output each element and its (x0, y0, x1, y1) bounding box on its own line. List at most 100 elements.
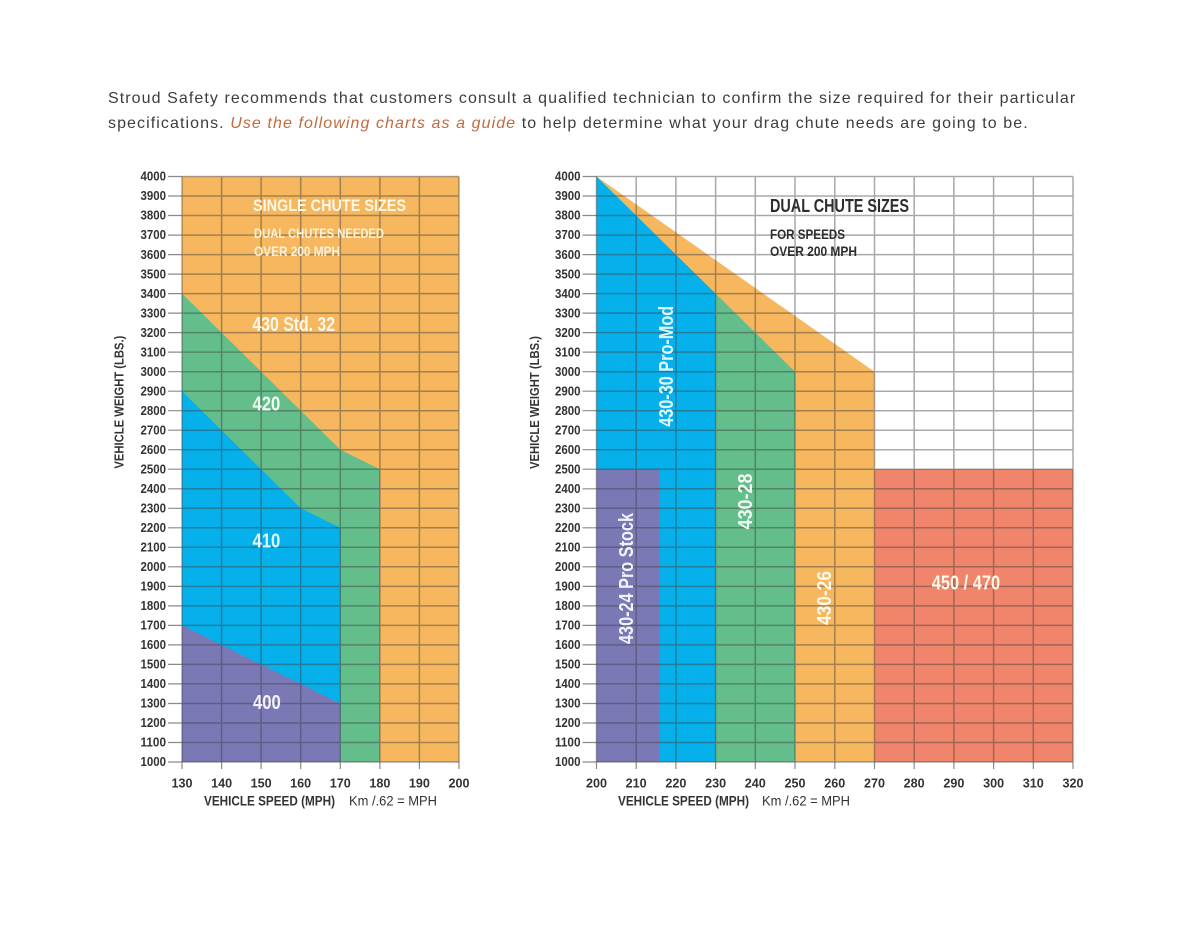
svg-text:2000: 2000 (141, 560, 167, 574)
svg-text:2000: 2000 (555, 560, 581, 574)
svg-text:170: 170 (330, 777, 351, 791)
svg-text:2800: 2800 (555, 404, 581, 418)
svg-text:1000: 1000 (555, 755, 581, 769)
svg-text:3800: 3800 (141, 209, 167, 223)
svg-text:1700: 1700 (141, 619, 167, 633)
svg-text:200: 200 (586, 777, 607, 791)
svg-text:3400: 3400 (141, 287, 167, 301)
svg-text:2200: 2200 (555, 521, 581, 535)
svg-text:1900: 1900 (141, 580, 167, 594)
svg-text:310: 310 (1023, 777, 1044, 791)
svg-text:210: 210 (626, 777, 647, 791)
svg-text:2300: 2300 (555, 502, 581, 516)
svg-text:1300: 1300 (555, 697, 581, 711)
svg-text:2100: 2100 (555, 541, 581, 555)
svg-text:430-26: 430-26 (814, 571, 836, 625)
svg-text:1900: 1900 (555, 580, 581, 594)
svg-text:220: 220 (665, 777, 686, 791)
svg-text:1600: 1600 (141, 638, 167, 652)
svg-text:3600: 3600 (555, 248, 581, 262)
svg-text:SINGLE CHUTE SIZES: SINGLE CHUTE SIZES (253, 196, 406, 215)
svg-text:240: 240 (745, 777, 766, 791)
svg-text:400: 400 (253, 692, 281, 714)
svg-text:290: 290 (943, 777, 964, 791)
svg-text:2500: 2500 (555, 462, 581, 476)
svg-text:2300: 2300 (141, 502, 167, 516)
svg-text:250: 250 (785, 777, 806, 791)
svg-text:2700: 2700 (555, 423, 581, 437)
svg-text:280: 280 (904, 777, 925, 791)
svg-text:180: 180 (369, 777, 390, 791)
svg-text:DUAL CHUTES NEEDED: DUAL CHUTES NEEDED (254, 225, 384, 241)
svg-text:1400: 1400 (141, 677, 167, 691)
svg-text:450 / 470: 450 / 470 (932, 573, 1001, 595)
svg-text:VEHICLE WEIGHT (LBS.): VEHICLE WEIGHT (LBS.) (527, 336, 542, 469)
svg-text:140: 140 (211, 777, 232, 791)
svg-text:VEHICLE SPEED (MPH): VEHICLE SPEED (MPH) (618, 794, 749, 809)
svg-text:2700: 2700 (141, 423, 167, 437)
svg-text:2100: 2100 (141, 541, 167, 555)
svg-text:1500: 1500 (141, 658, 167, 672)
svg-text:2900: 2900 (141, 384, 167, 398)
svg-text:3100: 3100 (555, 345, 581, 359)
svg-text:410: 410 (253, 531, 281, 553)
svg-text:VEHICLE WEIGHT (LBS.): VEHICLE WEIGHT (LBS.) (112, 336, 127, 469)
svg-text:1400: 1400 (555, 677, 581, 691)
svg-text:3800: 3800 (555, 209, 581, 223)
svg-text:FOR SPEEDS: FOR SPEEDS (770, 226, 845, 242)
svg-text:3400: 3400 (555, 287, 581, 301)
svg-text:VEHICLE SPEED (MPH): VEHICLE SPEED (MPH) (204, 794, 335, 809)
svg-text:4000: 4000 (141, 170, 167, 184)
svg-text:430-28: 430-28 (735, 474, 757, 530)
svg-text:3700: 3700 (555, 228, 581, 242)
svg-text:200: 200 (449, 777, 470, 791)
svg-text:1500: 1500 (555, 658, 581, 672)
svg-text:1600: 1600 (555, 638, 581, 652)
svg-text:3900: 3900 (555, 189, 581, 203)
svg-text:3500: 3500 (141, 267, 167, 281)
svg-text:430-24 Pro Stock: 430-24 Pro Stock (616, 512, 638, 644)
svg-text:3600: 3600 (141, 248, 167, 262)
svg-text:2400: 2400 (555, 482, 581, 496)
svg-text:3100: 3100 (141, 345, 167, 359)
svg-text:3700: 3700 (141, 228, 167, 242)
svg-text:1100: 1100 (555, 736, 581, 750)
svg-text:430 Std. 32: 430 Std. 32 (253, 314, 336, 336)
svg-text:1300: 1300 (141, 697, 167, 711)
svg-text:2600: 2600 (141, 443, 167, 457)
svg-text:3900: 3900 (141, 189, 167, 203)
svg-text:150: 150 (251, 777, 272, 791)
svg-text:OVER 200 MPH: OVER 200 MPH (770, 243, 857, 259)
svg-text:3000: 3000 (555, 365, 581, 379)
svg-text:1800: 1800 (141, 599, 167, 613)
svg-text:230: 230 (705, 777, 726, 791)
svg-text:270: 270 (864, 777, 885, 791)
svg-text:1200: 1200 (555, 716, 581, 730)
svg-text:1800: 1800 (555, 599, 581, 613)
svg-text:130: 130 (172, 777, 193, 791)
svg-text:DUAL CHUTE SIZES: DUAL CHUTE SIZES (770, 196, 909, 216)
svg-text:2900: 2900 (555, 384, 581, 398)
svg-text:260: 260 (824, 777, 845, 791)
svg-text:320: 320 (1063, 777, 1084, 791)
svg-text:1000: 1000 (141, 755, 167, 769)
svg-text:2500: 2500 (141, 462, 167, 476)
svg-text:2200: 2200 (141, 521, 167, 535)
svg-text:2800: 2800 (141, 404, 167, 418)
svg-text:3300: 3300 (141, 306, 167, 320)
svg-text:Km /.62 = MPH: Km /.62 = MPH (349, 794, 437, 809)
svg-text:4000: 4000 (555, 170, 581, 184)
svg-text:1700: 1700 (555, 619, 581, 633)
svg-text:420: 420 (253, 394, 281, 416)
svg-text:2400: 2400 (141, 482, 167, 496)
svg-text:3000: 3000 (141, 365, 167, 379)
svg-text:430-30 Pro-Mod: 430-30 Pro-Mod (656, 306, 678, 427)
svg-text:2600: 2600 (555, 443, 581, 457)
svg-text:3500: 3500 (555, 267, 581, 281)
svg-text:3200: 3200 (141, 326, 167, 340)
svg-text:190: 190 (409, 777, 430, 791)
svg-text:OVER 200 MPH: OVER 200 MPH (254, 243, 340, 259)
svg-text:300: 300 (983, 777, 1004, 791)
svg-text:3200: 3200 (555, 326, 581, 340)
svg-text:1200: 1200 (141, 716, 167, 730)
